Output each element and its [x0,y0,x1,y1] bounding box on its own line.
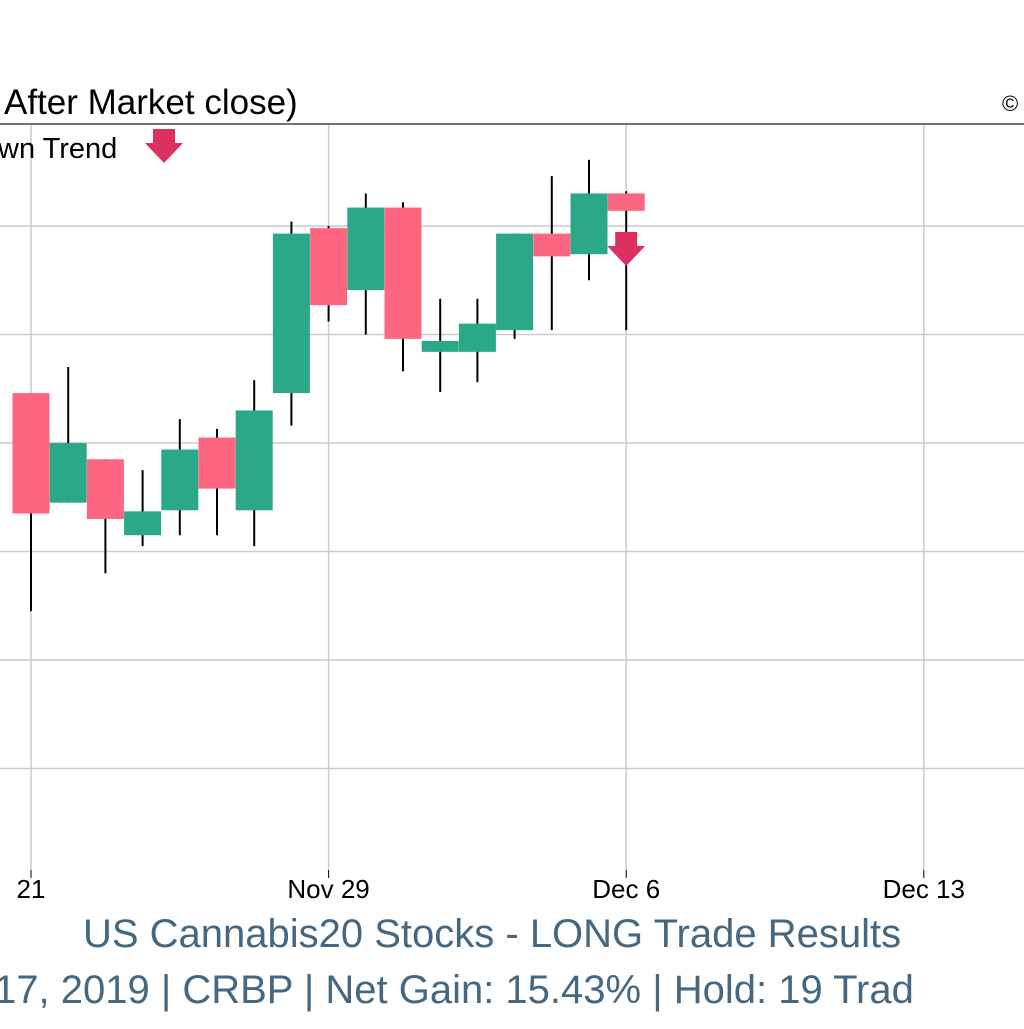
grid-layer [0,124,1024,870]
caption-details: 17, 2019 | CRBP | Net Gain: 15.43% | Hol… [0,968,914,1012]
candle-layer [12,159,645,612]
candle-body [570,193,608,255]
candle-body [533,233,571,257]
candle-body [161,449,199,511]
down-arrow-icon [145,129,183,163]
x-tick-label: 21 [17,874,46,904]
down-arrow-icon [607,232,646,266]
candle-body [272,233,310,394]
x-tick-label: Nov 29 [287,874,369,904]
caption-title: US Cannabis20 Stocks - LONG Trade Result… [83,912,901,956]
signal-layer [607,232,646,266]
candle-body [12,393,50,514]
x-tick-label: Dec 13 [883,874,965,904]
candle-body [49,443,87,503]
candle-body [607,193,645,211]
candle-body [86,459,124,519]
candle-body [235,410,273,511]
x-tick-labels: 21 Nov 29 Dec 6 Dec 13 [17,870,965,904]
legend-label: wn Trend [0,133,117,165]
candle-body [384,207,422,339]
copyright-mark: © [1002,91,1018,116]
x-tick-label: Dec 6 [592,874,660,904]
candle-body [124,511,162,536]
candle-body [310,228,348,306]
candle-body [496,233,534,331]
candle-body [347,207,385,291]
candle-body [421,341,459,352]
candle-body [198,437,236,489]
candle-body [458,323,496,352]
chart-title: After Market close) [4,83,298,122]
